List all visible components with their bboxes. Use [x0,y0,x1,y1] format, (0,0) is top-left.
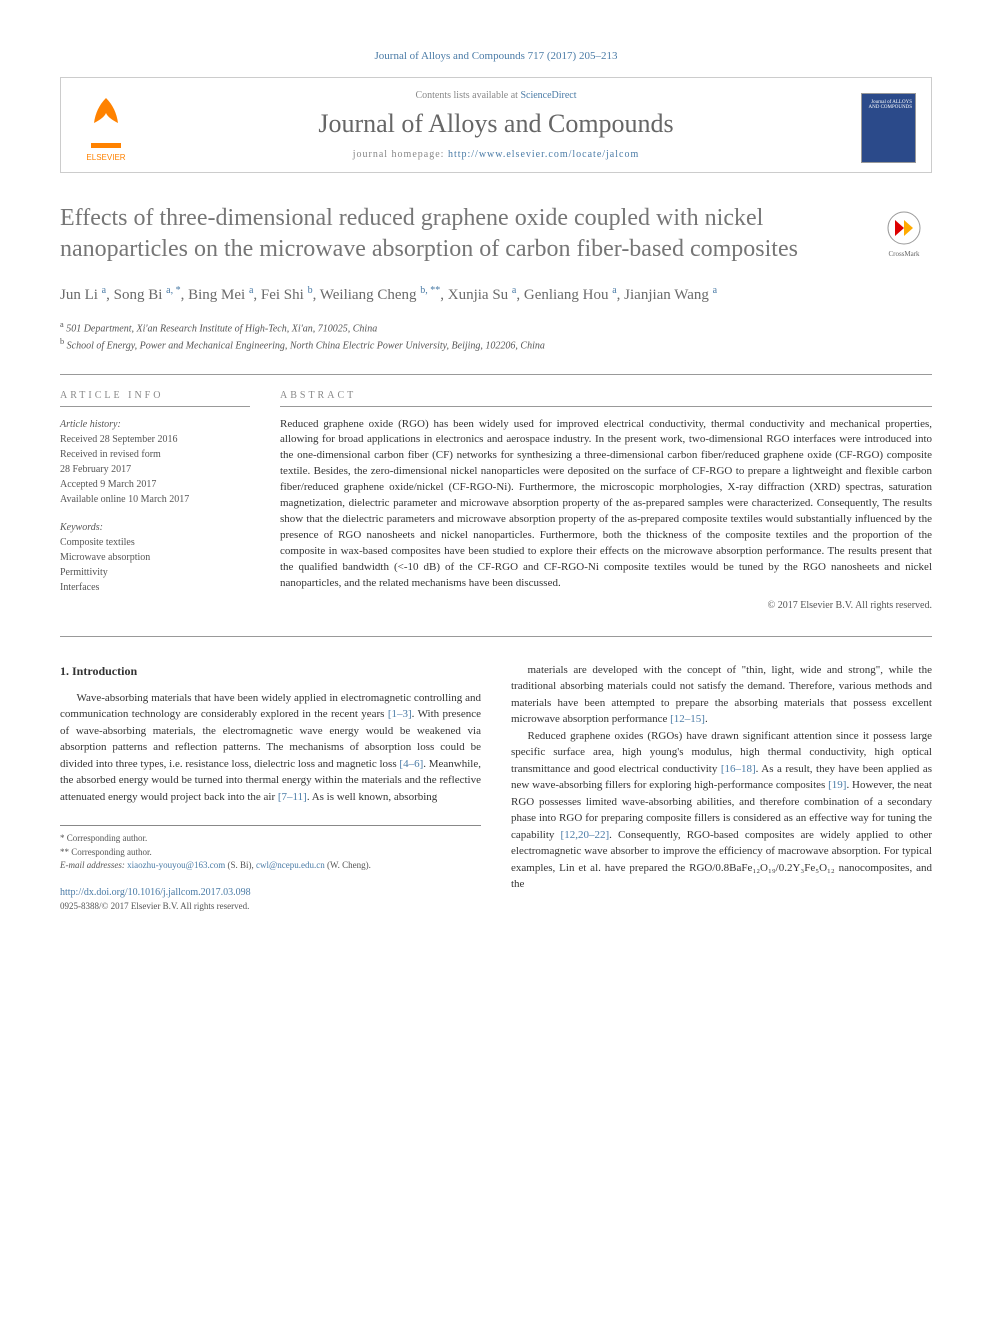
corresponding-1: * Corresponding author. [60,832,481,846]
body-paragraph: materials are developed with the concept… [511,662,932,728]
homepage-line: journal homepage: http://www.elsevier.co… [81,149,911,160]
section-heading-intro: 1. Introduction [60,662,481,680]
contents-available-line: Contents lists available at ScienceDirec… [81,90,911,101]
body-paragraph: Wave-absorbing materials that have been … [60,690,481,806]
elsevier-logo: ELSEVIER [76,93,136,163]
email-link-1[interactable]: xiaozhu-youyou@163.com [127,860,225,870]
divider [60,636,932,637]
article-title: Effects of three-dimensional reduced gra… [60,203,932,265]
email-line: E-mail addresses: xiaozhu-youyou@163.com… [60,859,481,873]
article-history: Article history: Received 28 September 2… [60,417,250,507]
homepage-link[interactable]: http://www.elsevier.com/locate/jalcom [448,149,639,160]
authors-line: Jun Li a, Song Bi a, *, Bing Mei a, Fei … [60,283,932,307]
abstract-text: Reduced graphene oxide (RGO) has been wi… [280,417,932,592]
issn-copyright: 0925-8388/© 2017 Elsevier B.V. All right… [60,900,481,914]
body-paragraph: Reduced graphene oxides (RGOs) have draw… [511,728,932,893]
abstract-copyright: © 2017 Elsevier B.V. All rights reserved… [280,600,932,611]
divider [60,374,932,375]
article-info-label: ARTICLE INFO [60,390,250,407]
email-link-2[interactable]: cwl@ncepu.edu.cn [256,860,325,870]
article-info-column: ARTICLE INFO Article history: Received 2… [60,390,250,611]
left-column: 1. Introduction Wave-absorbing materials… [60,662,481,914]
citation-line: Journal of Alloys and Compounds 717 (201… [60,50,932,62]
journal-cover-thumbnail: Journal of ALLOYS AND COMPOUNDS [861,93,916,163]
abstract-column: ABSTRACT Reduced graphene oxide (RGO) ha… [280,390,932,611]
svg-text:CrossMark: CrossMark [888,250,920,258]
journal-name: Journal of Alloys and Compounds [81,109,911,139]
keywords-list: Composite textilesMicrowave absorptionPe… [60,535,250,595]
journal-header: ELSEVIER Journal of ALLOYS AND COMPOUNDS… [60,77,932,173]
right-column: materials are developed with the concept… [511,662,932,914]
sciencedirect-link[interactable]: ScienceDirect [520,90,576,101]
affiliations: a 501 Department, Xi'an Research Institu… [60,319,932,354]
svg-text:ELSEVIER: ELSEVIER [86,153,125,162]
body-columns: 1. Introduction Wave-absorbing materials… [60,662,932,914]
footnotes: * Corresponding author. ** Corresponding… [60,825,481,873]
keywords-label: Keywords: [60,522,250,533]
corresponding-2: ** Corresponding author. [60,846,481,860]
abstract-label: ABSTRACT [280,390,932,407]
crossmark-icon[interactable]: CrossMark [877,208,932,263]
doi-link[interactable]: http://dx.doi.org/10.1016/j.jallcom.2017… [60,885,481,900]
